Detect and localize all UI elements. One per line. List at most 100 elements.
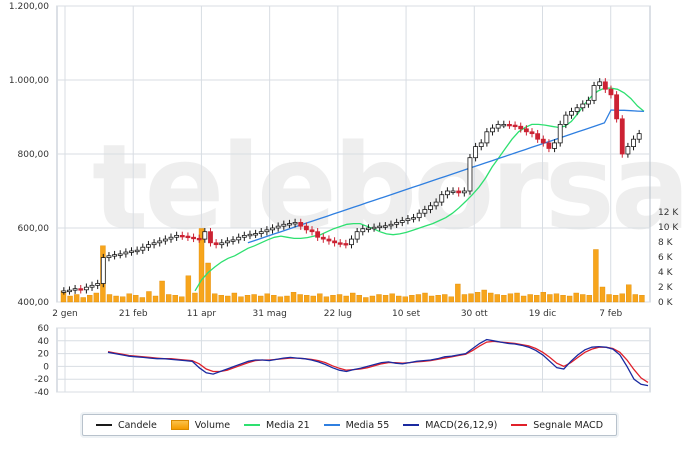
candle-body — [461, 190, 467, 194]
candle-body — [473, 146, 479, 159]
volume-bar — [152, 295, 159, 303]
candle-body — [602, 81, 608, 90]
candle-body — [287, 223, 292, 226]
volume-bar — [481, 289, 487, 303]
price-y-tick-label: 400,00 — [18, 298, 50, 308]
candle-body — [61, 290, 67, 293]
volume-bar — [501, 295, 507, 303]
x-tick-label: 31 mag — [252, 309, 286, 319]
candle-body — [140, 246, 146, 251]
volume-bar — [80, 297, 86, 303]
candle-body — [67, 289, 72, 293]
volume-bar — [560, 295, 566, 303]
x-tick-label: 19 dic — [529, 309, 557, 319]
candle-body — [495, 124, 501, 129]
candle-body — [422, 209, 428, 214]
legend-swatch — [403, 424, 420, 426]
volume-bar — [553, 293, 560, 303]
legend-swatch — [511, 424, 528, 426]
volume-bar — [514, 292, 520, 303]
candle-body — [625, 146, 631, 155]
volume-bar — [330, 295, 336, 303]
candle-body — [123, 251, 129, 255]
volume-bar — [343, 295, 349, 303]
price-lines — [194, 87, 645, 292]
volume-bar — [428, 295, 435, 303]
price-y-tick-label: 800,00 — [18, 150, 50, 160]
candle-body — [377, 225, 383, 229]
x-tick-label: 2 gen — [52, 309, 78, 319]
candle-body — [428, 205, 433, 210]
volume-bar — [297, 294, 303, 303]
candle-body — [360, 228, 366, 233]
legend-item: Media 21 — [244, 420, 310, 431]
candle-body — [320, 236, 326, 240]
macd-frame — [56, 327, 651, 393]
volume-bar — [67, 295, 73, 303]
candle-body — [507, 124, 512, 127]
macd-y-tick-label: -20 — [34, 375, 49, 385]
candle-body — [456, 190, 462, 194]
candle-body — [343, 243, 349, 246]
candle-body — [83, 286, 89, 291]
candle-body — [185, 235, 191, 239]
candle-body — [501, 124, 507, 127]
candle-body — [416, 212, 422, 219]
candle-body — [399, 220, 405, 223]
x-tick-label: 22 lug — [324, 309, 352, 319]
candle-body — [433, 201, 439, 207]
candle-body — [591, 85, 597, 101]
volume-bar — [251, 294, 257, 303]
legend-item: MACD(26,12,9) — [403, 420, 497, 431]
candle-body — [614, 94, 620, 120]
volume-bars — [60, 228, 645, 303]
volume-bar — [369, 295, 376, 303]
volume-bar — [165, 294, 172, 303]
candle-body — [608, 88, 614, 96]
candle-body — [247, 233, 253, 237]
volume-bar — [133, 295, 139, 303]
volume-bar — [612, 295, 619, 303]
volume-bar — [422, 292, 428, 303]
volume-y-tick-label: 4 K — [658, 268, 674, 278]
volume-bar — [211, 293, 218, 303]
price-grid — [56, 5, 651, 303]
media21-line — [194, 87, 645, 292]
candle-body — [236, 236, 242, 241]
volume-y-tick-label: 12 K — [658, 208, 679, 218]
candle-body — [157, 240, 163, 244]
volume-bar — [244, 295, 251, 303]
candle-body — [523, 128, 529, 133]
legend-label: Media 55 — [345, 419, 390, 431]
volume-bar — [402, 296, 408, 303]
volume-bar — [218, 295, 224, 303]
candle-body — [89, 284, 95, 288]
volume-bar — [409, 295, 415, 303]
volume-bar — [356, 295, 362, 303]
candle-body — [315, 231, 321, 238]
candle-body — [450, 190, 456, 193]
candle-body — [631, 138, 636, 147]
candles — [61, 78, 642, 295]
volume-bar — [599, 286, 606, 303]
volume-bar — [573, 292, 579, 303]
candle-body — [540, 138, 546, 144]
volume-bar — [376, 294, 382, 303]
volume-bar — [126, 293, 132, 303]
watermark-text: teleborsa — [92, 118, 687, 256]
candle-body — [219, 242, 225, 246]
candle-body — [303, 225, 309, 231]
volume-bar — [284, 295, 290, 303]
candle-body — [337, 242, 343, 245]
candle-body — [162, 238, 168, 242]
candle-body — [275, 225, 281, 229]
volume-y-tick-label: 0 K — [658, 298, 674, 308]
volume-bar — [225, 295, 231, 303]
volume-bar — [159, 280, 165, 303]
legend-label: Media 21 — [266, 419, 310, 431]
legend-swatch — [95, 424, 112, 426]
candle-body — [253, 233, 259, 236]
axis-labels: 2 gen 21 feb 11 apr 31 mag 22 lug 10 set 30 ot… — [9, 2, 679, 398]
candle-body — [557, 124, 563, 144]
candle-body — [354, 231, 360, 240]
